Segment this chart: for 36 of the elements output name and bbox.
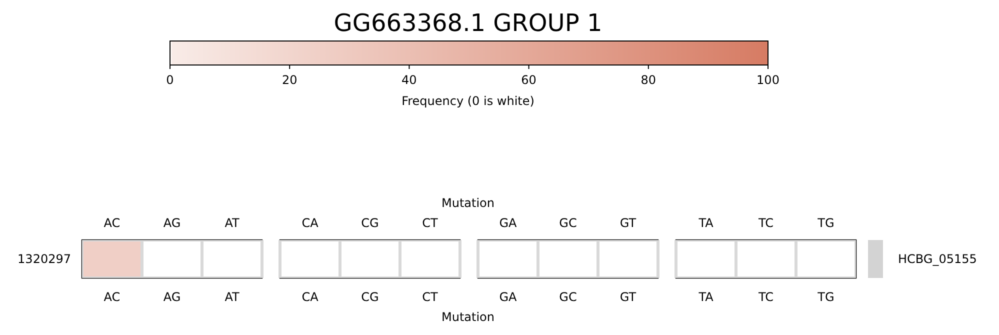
x-tick-label: CT xyxy=(422,216,439,230)
x-tick-label: GT xyxy=(620,216,637,230)
color-bar-title: Frequency (0 is white) xyxy=(402,94,534,108)
color-bar-label: 0 xyxy=(166,73,174,87)
category-label: CA xyxy=(302,290,318,304)
x-tick-label: AC xyxy=(104,216,120,230)
color-bar-label: 60 xyxy=(521,73,536,87)
x-tick-label: GC xyxy=(559,216,577,230)
x-tick-label: TG xyxy=(816,216,834,230)
category-label: AC xyxy=(104,290,120,304)
category-label: AT xyxy=(224,290,240,304)
x-tick-label: AG xyxy=(163,216,181,230)
category-label: TA xyxy=(698,290,714,304)
category-label: CT xyxy=(422,290,438,304)
category-label: TG xyxy=(818,290,834,304)
category-label: GA xyxy=(499,290,517,304)
category-label: TC xyxy=(758,290,774,304)
x-tick-label: GA xyxy=(499,216,518,230)
category-label: GC xyxy=(559,290,577,304)
y-tick-label: 1320297 xyxy=(18,252,71,266)
category-label: AG xyxy=(163,290,181,304)
chart-title: GG663368.1 GROUP 1 xyxy=(334,9,602,37)
color-bar-label: 80 xyxy=(640,73,656,87)
color-bar-label: 20 xyxy=(282,73,298,87)
y2-tick-label: HCBG_05155 xyxy=(898,252,977,266)
color-bar-label: 40 xyxy=(402,73,417,87)
x-tick-label: AT xyxy=(224,216,240,230)
color-bar-label: 100 xyxy=(756,73,780,87)
x2-axis-title: Mutation xyxy=(441,196,495,210)
x-axis-title: Mutation xyxy=(441,310,495,324)
category-label: CG xyxy=(361,290,379,304)
x-tick-label: CA xyxy=(302,216,320,230)
x-tick-label: TC xyxy=(757,216,774,230)
category-label: GT xyxy=(620,290,636,304)
x-tick-label: CG xyxy=(361,216,379,230)
x-tick-label: TA xyxy=(698,216,714,230)
